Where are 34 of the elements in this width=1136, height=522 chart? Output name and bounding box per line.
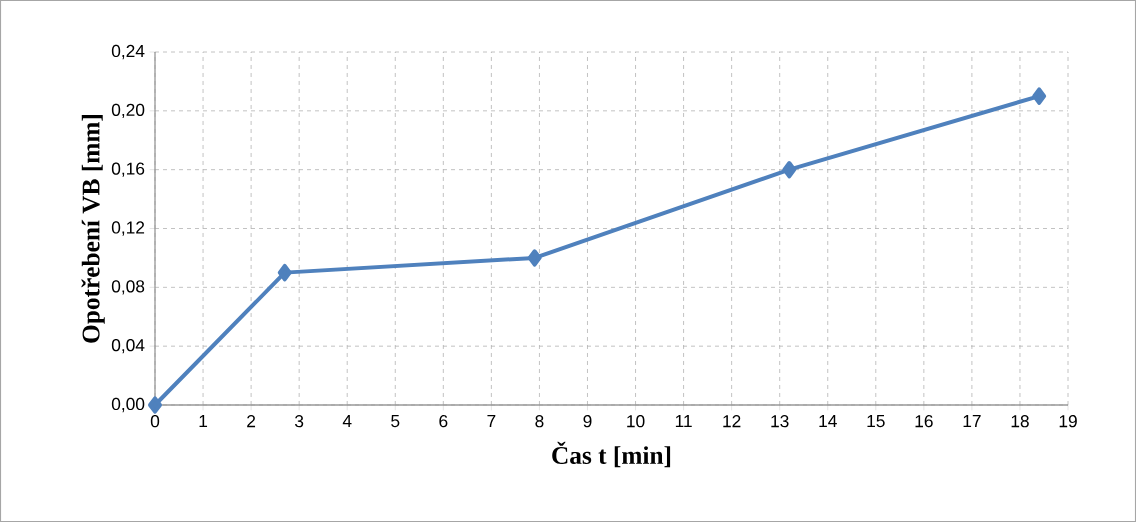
point — [782, 161, 797, 179]
x-tick-label: 15 — [867, 415, 885, 428]
x-tick-label: 11 — [675, 415, 692, 427]
x-axis-title: Čas t [min] — [552, 441, 671, 468]
x-tick-label: 16 — [915, 415, 933, 428]
x-tick-label: 9 — [583, 415, 592, 428]
y-tick-label: 0,00 — [111, 397, 145, 413]
x-tick-label: 13 — [771, 415, 789, 428]
point — [148, 396, 162, 414]
x-tick-label: 5 — [391, 415, 400, 428]
y-tick-label: 0,16 — [111, 162, 145, 177]
x-tick-label: 4 — [342, 415, 352, 427]
x-tick-label: 14 — [819, 415, 837, 427]
y-tick-label: 0,20 — [111, 103, 145, 118]
x-tick-label: 2 — [247, 415, 256, 428]
y-tick-label: 0,12 — [111, 221, 145, 236]
y-tick-label: 0,08 — [111, 280, 145, 295]
x-tick-label: 18 — [1011, 415, 1029, 428]
point — [1032, 87, 1047, 105]
point — [527, 249, 542, 267]
x-tick-label: 17 — [963, 415, 981, 427]
point — [277, 263, 292, 282]
y-tick-label: 0,04 — [111, 339, 145, 354]
y-axis-title: Opotřebení VB [mm] — [81, 115, 105, 343]
x-tick-label: 3 — [295, 415, 304, 428]
x-tick-label: 1 — [199, 415, 208, 427]
x-tick-label: 19 — [1059, 415, 1077, 428]
x-tick-label: 6 — [439, 415, 448, 428]
x-tick-label: 0 — [150, 415, 160, 428]
y-tick-label: 0,24 — [111, 44, 145, 60]
x-tick-label: 7 — [487, 415, 496, 427]
x-tick-label: 10 — [627, 415, 645, 428]
x-tick-label: 12 — [723, 415, 741, 428]
x-tick-label: 8 — [535, 415, 544, 428]
